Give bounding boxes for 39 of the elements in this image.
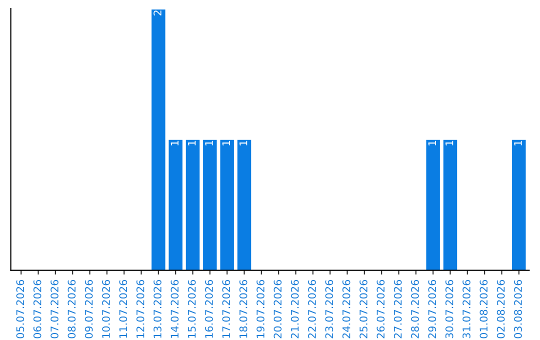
x-tick-label: 28.07.2026 [411, 280, 419, 338]
data-label: 1 [428, 140, 436, 146]
x-tick-label: 18.07.2026 [239, 280, 248, 338]
x-tick-label: 08.07.2026 [68, 280, 76, 338]
x-tick-label: 01.08.2026 [480, 280, 488, 338]
x-tick-label: 05.07.2026 [16, 280, 24, 338]
data-label: 1 [205, 140, 213, 146]
data-label: 1 [446, 140, 454, 146]
data-label: 1 [240, 140, 248, 146]
x-tick-label: 03.08.2026 [514, 280, 522, 338]
data-label: 1 [170, 140, 178, 146]
x-tick-label: 27.07.2026 [394, 280, 402, 338]
x-tick-label: 31.07.2026 [462, 280, 470, 338]
x-tick-label: 22.07.2026 [308, 280, 316, 338]
x-tick-label: 11.07.2026 [119, 280, 128, 338]
data-label: 1 [222, 140, 230, 146]
x-tick-label: 06.07.2026 [33, 280, 42, 338]
data-label: 2 [154, 10, 162, 16]
x-tick-label: 07.07.2026 [50, 280, 58, 338]
x-tick-label: 09.07.2026 [84, 280, 93, 338]
x-tick-label: 25.07.2026 [360, 280, 368, 338]
x-tick-label: 29.07.2026 [428, 280, 436, 338]
x-tick-label: 26.07.2026 [376, 280, 385, 338]
x-tick-label: 02.08.2026 [496, 280, 505, 338]
x-tick-label: 17.07.2026 [222, 280, 230, 338]
x-tick-label: 19.07.2026 [256, 280, 264, 338]
x-tick-label: 10.07.2026 [102, 280, 110, 338]
x-tick-label: 23.07.2026 [325, 280, 334, 338]
x-tick-label: 24.07.2026 [342, 280, 350, 338]
x-tick-label: 12.07.2026 [136, 280, 144, 338]
data-label: 1 [514, 140, 522, 146]
x-tick-label: 16.07.2026 [205, 280, 213, 338]
x-tick-label: 20.07.2026 [274, 280, 282, 338]
x-tick-label: 15.07.2026 [188, 280, 196, 338]
x-tick-label: 13.07.2026 [154, 280, 162, 338]
x-tick-label: 30.07.2026 [445, 280, 454, 338]
x-tick-label: 14.07.2026 [170, 280, 179, 338]
data-label: 1 [188, 140, 196, 146]
x-tick-label: 21.07.2026 [290, 280, 299, 338]
